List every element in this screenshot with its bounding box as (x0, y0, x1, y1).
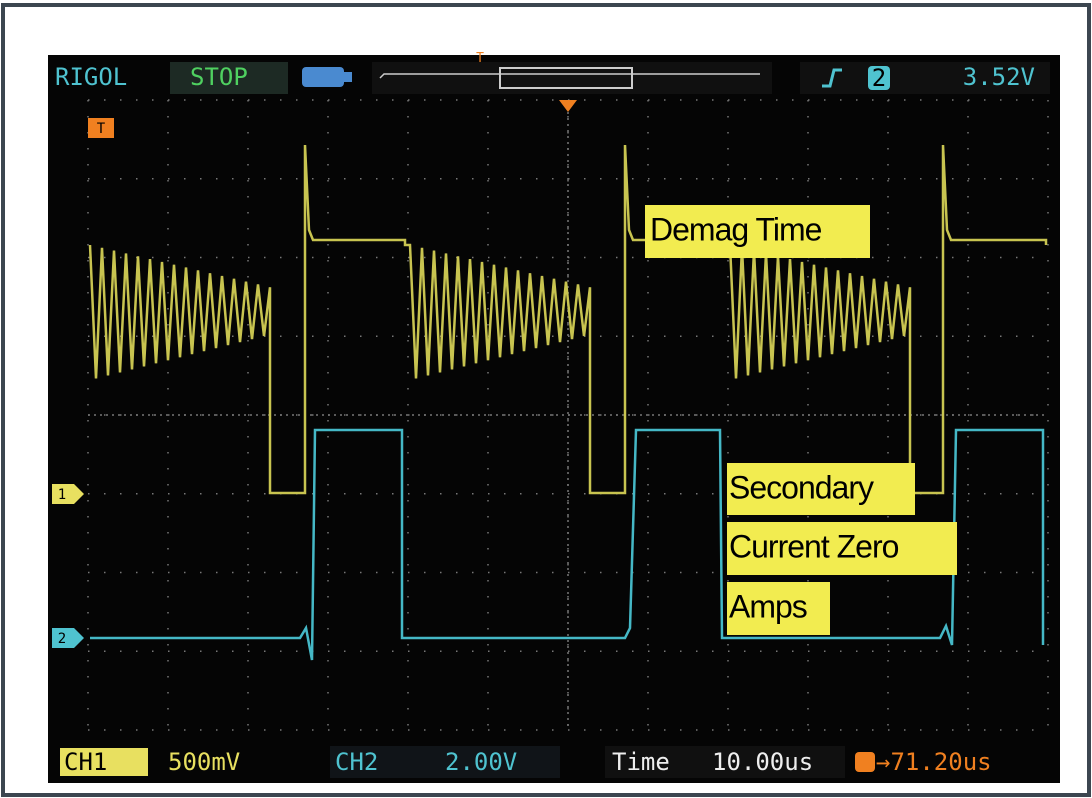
time-scale: 10.00us (712, 748, 813, 776)
trigger-marker: T (97, 121, 106, 137)
brand: RIGOL (55, 63, 127, 91)
ch2-label: CH2 (335, 748, 378, 776)
overview-box (372, 62, 772, 94)
trigger-icon (855, 752, 875, 772)
annotation: Demag Time (650, 211, 822, 247)
battery-icon (302, 67, 344, 87)
status: STOP (190, 63, 248, 91)
ch1-marker-label: 1 (58, 487, 66, 503)
ch2-marker-label: 2 (58, 631, 66, 647)
ch1-label: CH1 (64, 748, 107, 776)
battery-tip (344, 72, 352, 82)
ch2-scale: 2.00V (445, 748, 517, 776)
overview-trigger: T (476, 51, 484, 66)
time-label: Time (612, 748, 670, 776)
trigger-channel: 2 (872, 64, 886, 92)
page: RIGOL STOP T 2 3.52V T 1 2 Demag Time Se… (0, 0, 1092, 798)
ch1-scale: 500mV (168, 748, 240, 776)
annotation: Current Zero (729, 528, 899, 564)
annotation: Secondary (729, 469, 874, 505)
trigger-level: 3.52V (963, 63, 1035, 91)
trigger-offset: →71.20us (876, 748, 992, 776)
scope-screen (48, 55, 1060, 783)
annotation: Amps (729, 588, 807, 624)
